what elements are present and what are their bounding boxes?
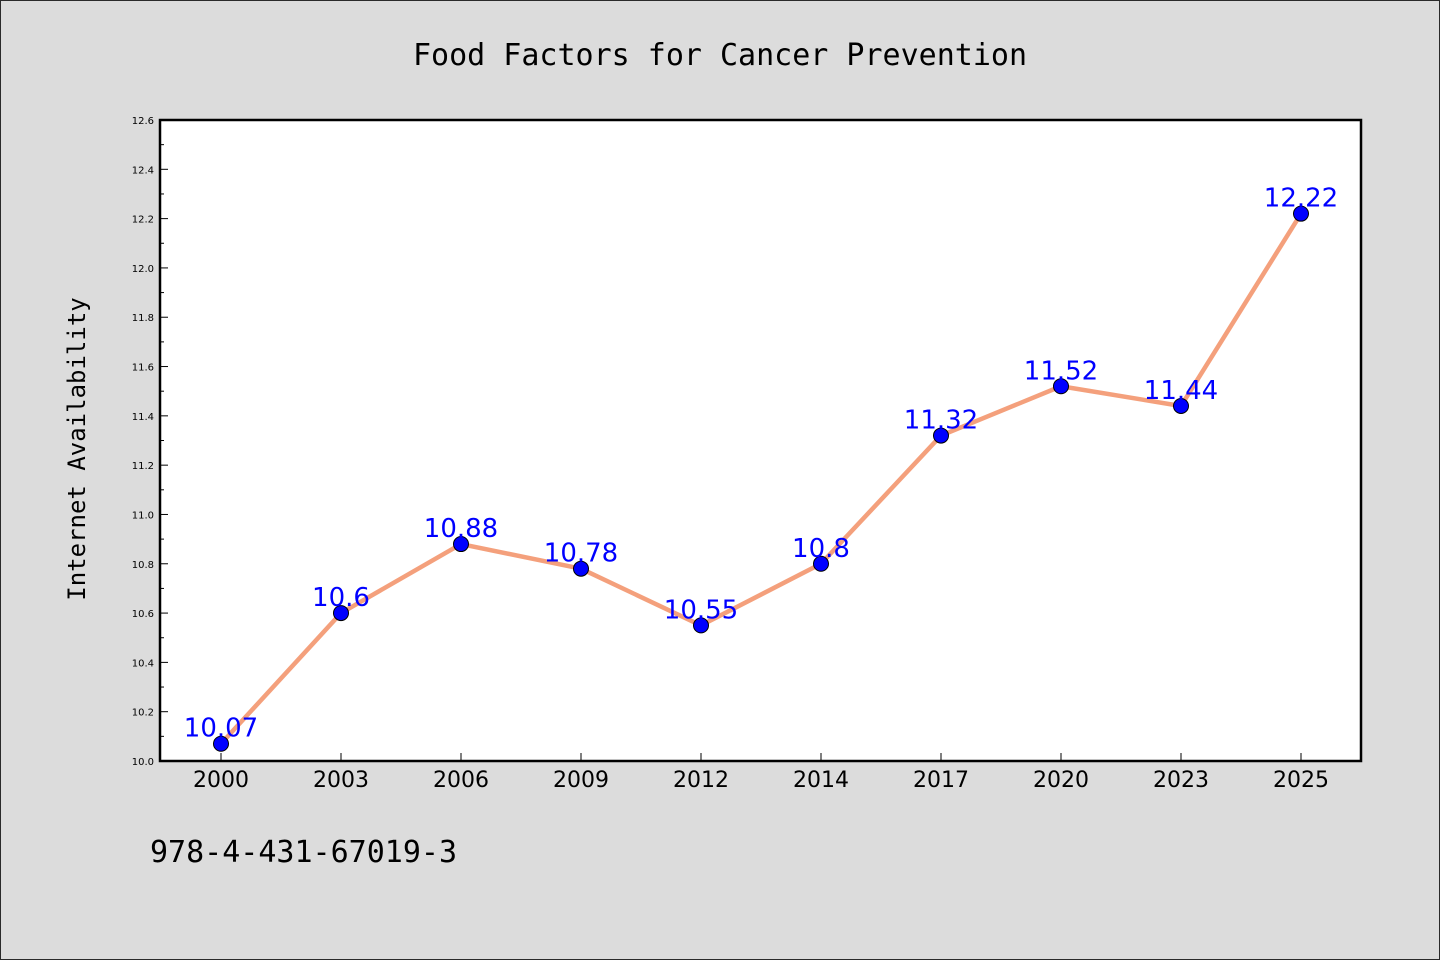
data-point [1053, 378, 1069, 395]
data-point [573, 560, 589, 577]
data-label: 10.78 [544, 539, 618, 569]
chart-title: Food Factors for Cancer Prevention [413, 38, 1027, 73]
data-point [693, 617, 709, 634]
data-label: 11.32 [904, 406, 978, 436]
y-tick-label: 10.2 [132, 708, 154, 719]
data-label: 12.22 [1264, 184, 1338, 214]
x-tick-label: 2014 [793, 768, 849, 793]
data-label: 10.88 [424, 514, 498, 544]
y-tick-label: 12.0 [132, 264, 154, 275]
x-tick-label: 2000 [193, 768, 249, 793]
series-line-layer [218, 211, 1304, 746]
data-label: 10.8 [792, 534, 850, 564]
x-tick-label: 2025 [1273, 768, 1329, 793]
y-tick-label: 11.0 [132, 510, 154, 521]
y-tick-label: 11.4 [132, 412, 154, 423]
data-label: 10.6 [312, 583, 370, 613]
data-point [453, 536, 469, 553]
y-tick-label: 10.4 [132, 658, 154, 669]
x-tick-label: 2017 [913, 768, 969, 793]
y-tick-label: 12.6 [132, 116, 154, 127]
data-point [933, 427, 949, 444]
y-axis-label: Internet Availability [63, 297, 91, 600]
series-line [218, 211, 1304, 746]
data-point [333, 605, 349, 622]
data-point [813, 555, 829, 572]
y-tick-label: 10.8 [132, 560, 154, 571]
data-label: 11.52 [1024, 356, 1098, 386]
data-label: 11.44 [1144, 376, 1218, 406]
axis-ticks: 10.0 10.2 10.4 10.6 10.8 11.0 11.2 11.4 11.6 11.8… [132, 116, 1329, 793]
isbn-text: 978-4-431-67019-3 [150, 835, 458, 870]
data-labels: 10.07 10.6 10.88 10.78 10.55 10.8 11.32 11.52 11… [184, 184, 1338, 744]
data-point [213, 735, 229, 752]
data-point [1293, 205, 1309, 222]
x-tick-label: 2012 [673, 768, 729, 793]
x-tick-label: 2020 [1033, 768, 1089, 793]
x-tick-label: 2009 [553, 768, 609, 793]
y-tick-label: 10.6 [132, 609, 154, 620]
plot-area [160, 120, 1361, 761]
data-label: 10.55 [664, 595, 738, 625]
data-label: 10.07 [184, 714, 258, 744]
series-markers [213, 205, 1309, 752]
x-tick-label: 2003 [313, 768, 369, 793]
y-tick-label: 11.6 [132, 363, 154, 374]
x-tick-label: 2023 [1153, 768, 1209, 793]
data-point [1173, 397, 1189, 414]
x-tick-label: 2006 [433, 768, 489, 793]
y-tick-label: 12.2 [132, 215, 154, 226]
y-tick-label: 11.2 [132, 461, 154, 472]
y-tick-label: 12.4 [132, 165, 154, 176]
plot-frame [158, 118, 1363, 763]
y-tick-label: 11.8 [132, 313, 154, 324]
y-tick-label: 10.0 [132, 757, 154, 768]
